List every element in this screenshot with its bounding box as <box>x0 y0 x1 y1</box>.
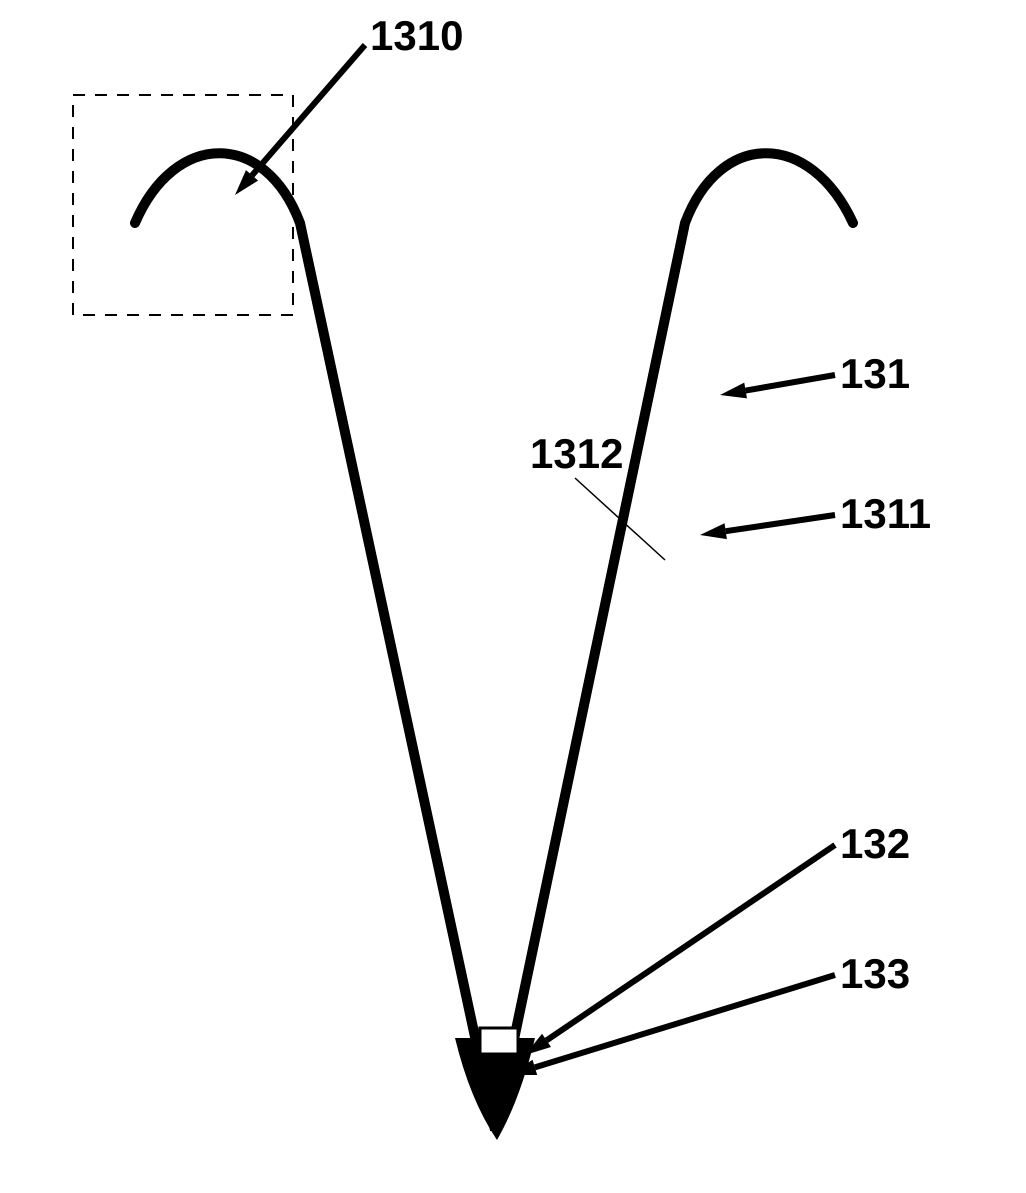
small-chip <box>480 1028 518 1054</box>
label-1310: 1310 <box>370 12 463 60</box>
arrow-131-shaft <box>746 375 835 391</box>
main-curve <box>135 153 853 1130</box>
arrow-131-head <box>720 383 747 399</box>
label-132: 132 <box>840 820 910 868</box>
arrow-1310-shaft <box>252 45 365 175</box>
detail-box <box>73 95 293 315</box>
label-1312: 1312 <box>530 430 623 478</box>
arrow-1311-shaft <box>726 515 835 531</box>
label-131: 131 <box>840 350 910 398</box>
arrow-132-shaft <box>547 845 835 1040</box>
label-1311: 1311 <box>840 490 931 538</box>
label-133: 133 <box>840 950 910 998</box>
arrow-1311-head <box>700 523 727 539</box>
